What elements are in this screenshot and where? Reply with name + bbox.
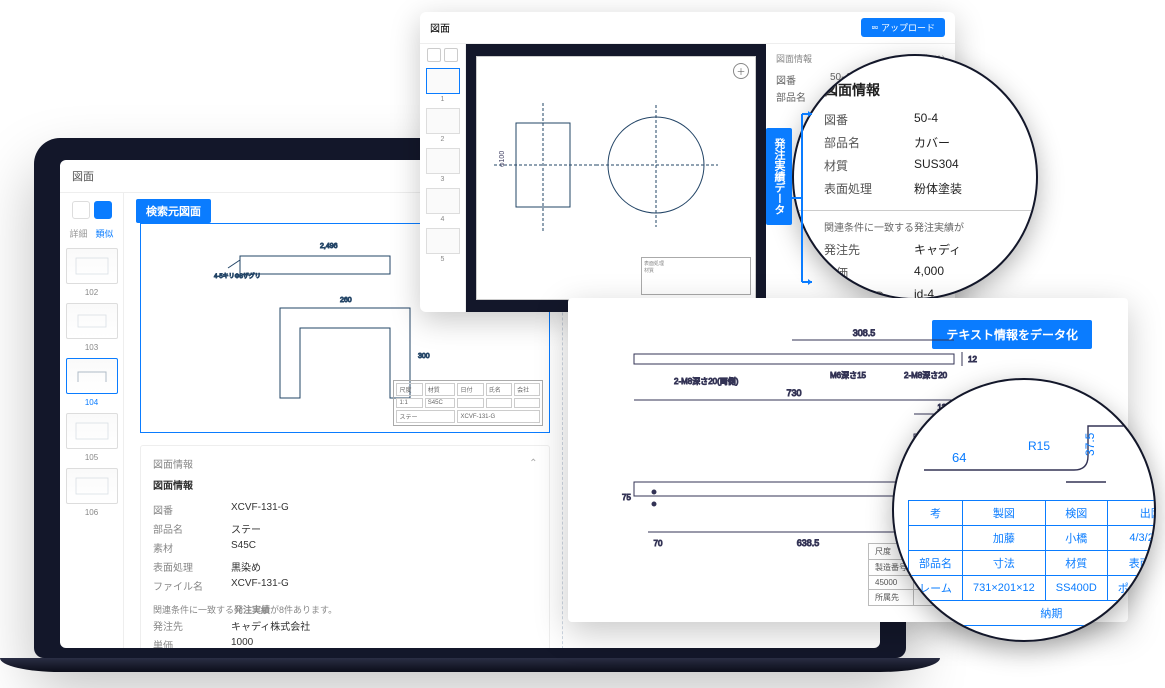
chevron-up-icon[interactable]: ⌃ (529, 458, 537, 469)
k: 部品名 (153, 521, 213, 536)
dim-r15: R15 (1028, 439, 1050, 453)
svg-text:φ100: φ100 (499, 151, 506, 167)
magnifier-info: 図面情報 図番50-4 部品名カバー 材質SUS304 表面処理粉体塗装 関連条… (792, 54, 1038, 300)
v: キャディ株式会社 (231, 618, 310, 633)
thumb-label: 103 (85, 343, 98, 352)
k: 発注先 (153, 618, 213, 633)
title-block: 表面処理材質 (641, 257, 751, 295)
viewer-thumb-2[interactable] (426, 108, 460, 134)
viewer-thumb-5[interactable] (426, 228, 460, 254)
v: SUS304 (914, 157, 959, 174)
dim-64: 64 (952, 450, 966, 465)
order-note: 関連条件に一致する発注実績が8件あります。 (153, 603, 537, 616)
svg-text:70: 70 (654, 539, 663, 548)
k: 部品名 (824, 134, 914, 151)
svg-text:2-M8深さ20: 2-M8深さ20 (904, 371, 948, 380)
v: キャディ (914, 241, 961, 258)
info-section-title: 図面情報 (153, 477, 537, 492)
svg-text:2,496: 2,496 (320, 243, 338, 250)
thumb-106[interactable] (66, 468, 118, 504)
dim-37: 37.5 (1083, 432, 1097, 456)
v: XCVF-131-G (231, 578, 289, 593)
thumb-label: 106 (85, 508, 98, 517)
v: 4,000 (914, 264, 944, 281)
svg-text:M6深さ15: M6深さ15 (830, 371, 867, 380)
v: XCVF-131-G (231, 502, 289, 517)
magnifier-textdata: 64 R15 37.5 考製図 検図出図 加藤 小橋4/3/2020 部品名寸法… (892, 378, 1156, 642)
svg-text:12: 12 (968, 355, 977, 364)
v: カバー (914, 134, 950, 151)
sidepanel-title: 図面情報 (776, 52, 812, 65)
v: 黒染め (231, 559, 261, 574)
title-block: 尺度材質日付氏名会社 1:1S45C ステーXCVF-131-G (393, 380, 543, 426)
list-icon[interactable] (444, 48, 458, 62)
svg-text:730: 730 (786, 388, 801, 398)
view-toggle[interactable] (72, 201, 112, 219)
viewer-thumb-3[interactable] (426, 148, 460, 174)
order-data-tag: 発注実績データ (766, 128, 792, 225)
v: S45C (231, 540, 256, 555)
thumb-label: 102 (85, 288, 98, 297)
svg-text:300: 300 (418, 353, 430, 360)
k: 図番 (776, 72, 820, 87)
list-view-icon[interactable] (94, 201, 112, 219)
k: 部品名 (776, 89, 820, 104)
v: ステー (231, 521, 261, 536)
viewer-canvas[interactable]: φ100 表面処理材質 ＋ (466, 44, 766, 312)
tab-detail[interactable]: 詳細 (69, 227, 87, 240)
v: 1000 (231, 637, 253, 648)
viewer-thumb-4[interactable] (426, 188, 460, 214)
k: 表面処理 (153, 559, 213, 574)
viewer-title: 図面 (430, 20, 450, 35)
laptop-base (0, 658, 940, 672)
mag1-note: 関連条件に一致する発注実績が (824, 219, 1038, 234)
k: 表面処理 (824, 180, 914, 197)
svg-text:260: 260 (340, 297, 352, 304)
k: 単価 (153, 637, 213, 648)
svg-text:4-5キリΦ8ザグリ: 4-5キリΦ8ザグリ (214, 272, 261, 280)
grid-view-icon[interactable] (72, 201, 90, 219)
svg-text:75: 75 (622, 493, 631, 502)
mag1-title: 図面情報 (824, 80, 1038, 100)
thumb-102[interactable] (66, 248, 118, 284)
upload-button[interactable]: ⮹ アップロード (861, 18, 945, 37)
zoom-icon[interactable]: ＋ (733, 63, 749, 79)
viewer-thumb-1[interactable] (426, 68, 460, 94)
k: 素材 (153, 540, 213, 555)
k: 図番 (153, 502, 213, 517)
thumb-105[interactable] (66, 413, 118, 449)
svg-text:2-M8深さ20(両側): 2-M8深さ20(両側) (674, 376, 739, 386)
tab-similar[interactable]: 類似 (96, 227, 114, 240)
k: 発注先 (824, 241, 914, 258)
k: ファイル名 (153, 578, 213, 593)
grid-icon[interactable] (427, 48, 441, 62)
k: 材質 (824, 157, 914, 174)
svg-text:638.5: 638.5 (797, 538, 820, 548)
bracket-icon (788, 110, 816, 286)
k: 図番 (824, 111, 914, 128)
v: 粉体塗装 (914, 180, 962, 197)
search-source-badge: 検索元図面 (136, 199, 211, 223)
thumb-103[interactable] (66, 303, 118, 339)
viewer-thumbs: 1 2 3 4 5 (420, 44, 466, 312)
drawing-info-card: 図面情報 ⌃ 図面情報 図番 XCVF-131-G 部品名 ステー 素材 S45C 表… (140, 445, 550, 648)
v: 50-4 (914, 111, 938, 128)
mag2-drawing: 64 R15 37.5 (916, 412, 1146, 492)
thumb-label: 105 (85, 453, 98, 462)
thumb-label: 104 (85, 398, 98, 407)
sidebar-rail: 詳細 類似 102 103 104 105 106 (60, 193, 124, 648)
card-header: 図面情報 (153, 456, 193, 471)
thumb-104[interactable] (66, 358, 118, 394)
svg-text:308.5: 308.5 (853, 328, 876, 338)
